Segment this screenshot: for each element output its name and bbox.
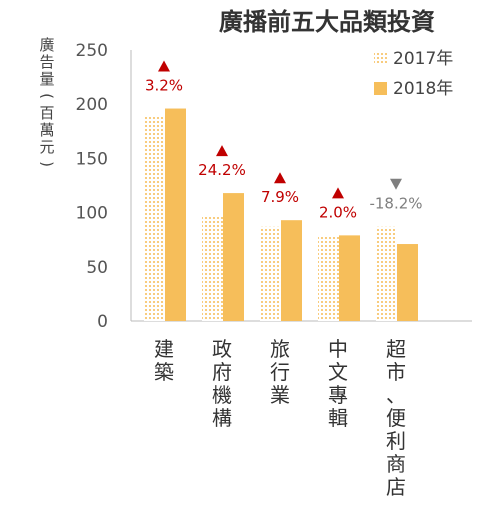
category-label-char: 市 [386,360,406,384]
category-label-char: 機 [212,383,232,407]
category-label-char: 業 [270,383,290,407]
y-tick-label: 100 [76,204,108,224]
triangle-up-icon [332,187,344,199]
bar-2017 [260,226,281,321]
legend-swatch [374,52,387,65]
bar-2017 [318,236,339,321]
y-axis-label-char: ) [38,161,56,167]
category-label-char: 府 [212,360,232,384]
category-label-char: 築 [154,360,174,384]
y-axis-label-char: 告 [39,53,54,71]
y-tick-label: 150 [76,149,108,169]
y-tick-label: 200 [76,95,108,115]
legend-swatch [374,82,387,95]
category-label-char: 政 [212,337,232,361]
category-label-char: 利 [386,429,406,453]
bar-2018 [165,108,186,321]
legend-label: 2018年 [393,79,453,99]
category-label-char: 構 [212,406,232,430]
y-axis-label-char: 元 [39,138,54,156]
growth-markers: 3.2% 24.2% 7.9% 2.0% -18.2% [145,60,423,221]
category-label-char: 建 [154,337,174,361]
y-axis-label-char: ( [38,93,56,99]
category-label-char: 便 [386,406,406,430]
y-tick-label: 50 [86,258,108,278]
bar-2017 [202,215,223,321]
bar-2018 [397,244,418,321]
bar-2018 [281,220,302,321]
growth-label: 2.0% [319,203,357,221]
category-label-char: 、 [386,383,406,407]
category-label-char: 專 [328,383,348,407]
category-label-char: 超 [386,337,406,361]
y-tick-label: 250 [76,41,108,61]
y-axis-label-char: 萬 [39,121,54,139]
category-label-char: 文 [328,360,348,384]
bar-2018 [223,193,244,321]
y-axis-label-char: 百 [39,104,54,122]
category-label-char: 旅 [270,337,290,361]
legend: 2017年 2018年 [374,49,453,99]
y-axis-label-char: 量 [39,70,54,88]
triangle-up-icon [216,145,228,157]
bars [144,108,418,321]
category-label-char: 商 [386,452,406,476]
y-axis-label: 廣告量 ( 百萬元) [38,36,56,167]
y-axis-ticks: 0 50 100 150 200 250 [76,41,108,332]
bar-2017 [376,226,397,321]
bar-2017 [144,115,165,321]
category-label-char: 行 [270,360,290,384]
triangle-up-icon [158,60,170,72]
legend-label: 2017年 [393,49,453,69]
growth-label: -18.2% [369,195,422,213]
y-axis-label-char: 廣 [39,36,54,54]
triangle-up-icon [274,172,286,184]
category-label-char: 輯 [328,406,348,430]
category-label-char: 店 [386,475,406,499]
growth-label: 24.2% [198,161,246,179]
chart-title: 廣播前五大品類投資 [219,8,435,36]
growth-label: 3.2% [145,77,183,95]
category-label-char: 中 [328,337,348,361]
y-tick-label: 0 [97,312,108,332]
growth-label: 7.9% [261,188,299,206]
triangle-down-icon [390,178,402,190]
bar-2018 [339,235,360,321]
